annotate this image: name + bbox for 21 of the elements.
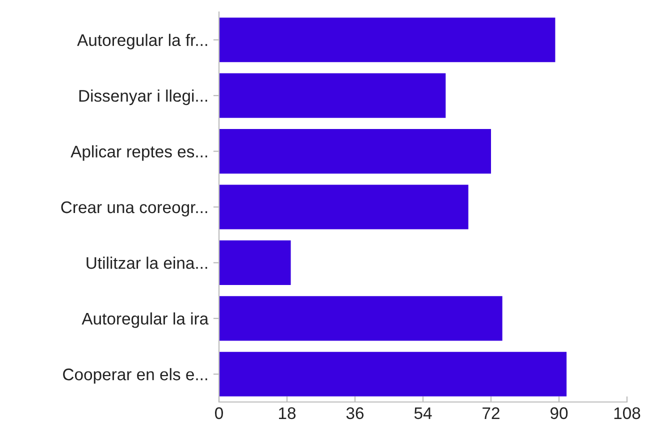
bar [219,184,468,230]
x-tick-label: 0 [215,407,223,420]
x-tick-label: 90 [550,407,568,420]
bar [219,296,502,341]
x-tick-label: 72 [482,407,500,419]
bar [219,73,446,118]
y-tick-label: Cooperar en els e... [63,368,208,384]
bar [219,129,491,174]
x-tick-label: 54 [414,407,432,420]
x-tick-label: 36 [346,407,364,420]
x-tick-label: 108 [614,407,640,420]
bar [219,18,556,62]
y-tick-label: Crear una coreogr... [61,201,208,216]
y-tick-label: Aplicar reptes es... [70,145,208,161]
y-tick-label: Utilitzar la eina... [86,256,208,269]
x-tick-label: 18 [279,407,296,420]
y-tick-label: Dissenyar i llegi... [79,90,208,106]
y-tick-label: Autoregular la ira [82,312,209,328]
y-tick-label: Autoregular la fr... [77,34,208,50]
bar [219,240,291,285]
bar [219,352,567,396]
